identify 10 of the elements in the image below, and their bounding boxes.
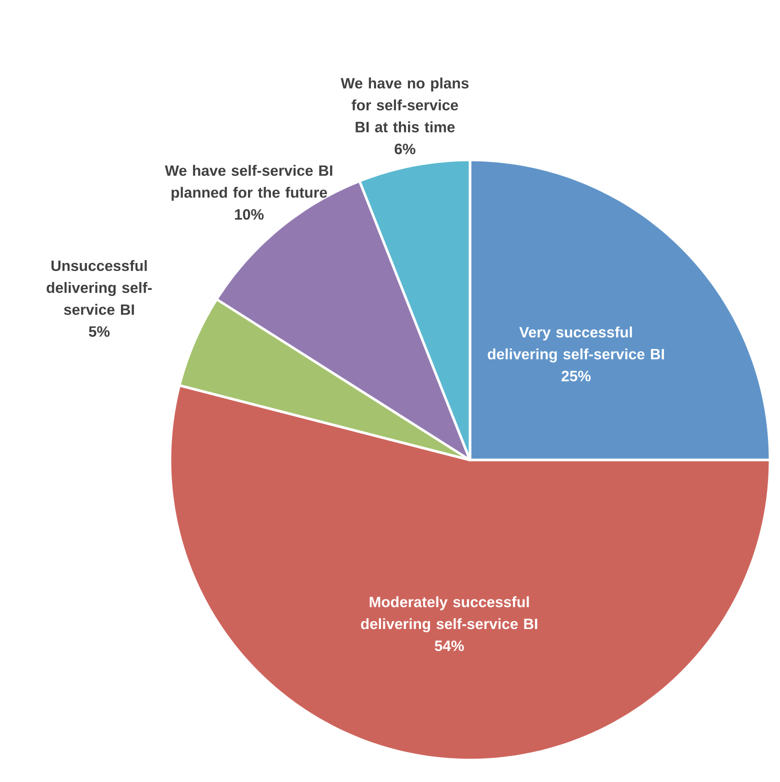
data-label: 25% (562, 370, 591, 382)
slice-label: We have self-service BI planned for the future (164, 164, 332, 201)
slice-label: Very successful delivering self-service BI (488, 326, 664, 362)
slice-label: Unsuccessful delivering self-service BI (46, 260, 152, 315)
data-label: 10% (235, 209, 264, 220)
slice-label: We have no plans for self-service BI at this time (340, 78, 469, 132)
data-label: 6% (394, 144, 416, 154)
data-label: 54% (434, 640, 464, 652)
data-label: 5% (88, 326, 110, 337)
slice-label: Moderately successful delivering self-service BI (361, 596, 538, 632)
